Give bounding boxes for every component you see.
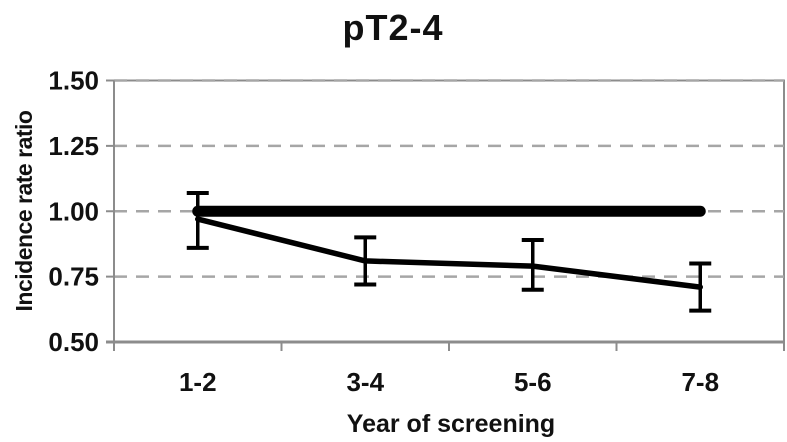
y-tick-label: 0.75 [48,262,99,292]
series-line-incidence-rate-ratio [195,216,703,290]
y-axis-title: Incidence rate ratio [11,110,37,311]
y-tick-label: 1.00 [48,196,99,226]
y-tick-label: 0.50 [48,327,99,357]
y-tick-label: 1.50 [48,66,99,96]
y-tick-label: 1.25 [48,131,99,161]
plot-layer: 0.50 0.75 1.00 1.25 1.50 1-2 3-4 5-6 7-8 [48,66,785,397]
x-tick-label: 3-4 [346,367,384,397]
x-tick-label: 7-8 [681,367,719,397]
x-tick-label: 5-6 [514,367,552,397]
chart-title: pT2-4 [342,7,443,48]
x-axis-title: Year of screening [347,410,555,438]
x-tick-label: 1-2 [179,367,217,397]
